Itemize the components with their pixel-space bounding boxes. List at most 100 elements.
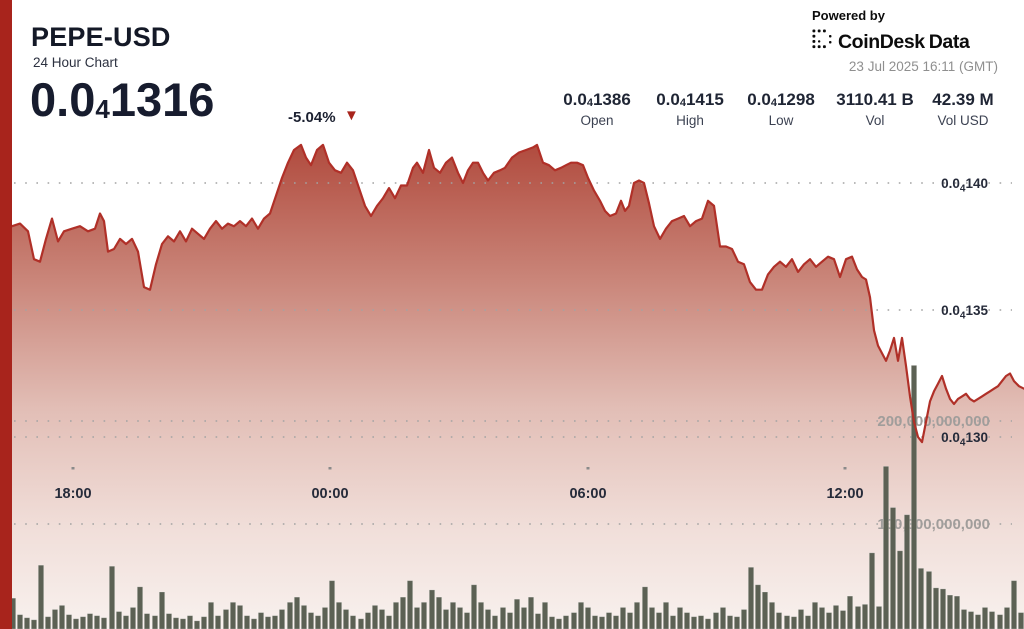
stat-high-label: High: [676, 113, 704, 128]
volume-bar: [818, 607, 826, 629]
price-axis-label: 0.04130: [941, 430, 988, 449]
volume-bar: [93, 615, 101, 629]
stat-volume-usd-label: Vol USD: [937, 113, 989, 128]
volume-bar: [875, 606, 883, 629]
volume-bar: [548, 616, 556, 629]
volume-bar: [967, 611, 975, 629]
volume-bar: [839, 610, 847, 629]
volume-bar: [100, 617, 108, 629]
volume-bar: [122, 615, 130, 629]
volume-bar: [953, 595, 961, 629]
volume-bar: [527, 596, 535, 629]
volume-bar: [889, 507, 897, 629]
stat-low: 0.041298 Low: [721, 90, 841, 128]
stat-open-value: 0.041386: [563, 90, 631, 109]
volume-bar: [79, 616, 87, 629]
price-zero-count-subscript: 4: [95, 94, 110, 124]
volume-bar: [683, 612, 691, 629]
time-axis-label: 06:00: [569, 486, 606, 502]
volume-bar: [236, 604, 244, 629]
volume-bar: [981, 607, 989, 629]
volume-bar: [555, 618, 563, 629]
brand-word-data: Data: [928, 30, 970, 53]
volume-bar: [449, 601, 457, 629]
chart-subtitle: 24 Hour Chart: [33, 55, 118, 70]
powered-by-brand[interactable]: CoinDesk Data: [812, 29, 998, 55]
volume-bar: [151, 615, 159, 629]
volume-bar: [1003, 607, 1011, 629]
volume-bar: [428, 589, 436, 629]
price-digits: 1316: [109, 73, 215, 126]
volume-bar: [172, 617, 180, 629]
volume-bar: [420, 601, 428, 629]
volume-bar: [754, 584, 762, 629]
volume-bar: [392, 601, 400, 629]
volume-bar: [65, 614, 73, 629]
volume-bar: [726, 615, 734, 629]
volume-bar: [307, 612, 315, 629]
volume-bar: [364, 612, 372, 629]
stat-open: 0.041386 Open: [537, 90, 657, 128]
volume-bar: [633, 601, 641, 629]
volume-bar: [825, 612, 833, 629]
volume-bar: [584, 607, 592, 629]
stat-low-label: Low: [768, 113, 794, 128]
volume-bar: [51, 609, 59, 629]
volume-bar: [996, 614, 1004, 629]
stat-high-value: 0.041415: [656, 90, 724, 109]
volume-bar: [832, 604, 840, 629]
stat-volume-value: 3110.41 B: [836, 90, 914, 109]
volume-bar: [385, 615, 393, 629]
volume-bar: [1017, 612, 1024, 629]
volume-bar: [286, 601, 294, 629]
volume-bar: [321, 607, 329, 629]
stat-low-value: 0.041298: [747, 90, 815, 109]
volume-bar: [598, 616, 606, 629]
volume-bar: [655, 612, 663, 629]
volume-bar: [129, 607, 137, 629]
stat-volume: 3110.41 B Vol: [815, 90, 935, 128]
volume-bar: [335, 601, 343, 629]
volume-bar: [768, 601, 776, 629]
volume-bar: [342, 609, 350, 629]
volume-bar: [413, 607, 421, 629]
volume-bar: [207, 601, 215, 629]
volume-bar: [506, 612, 514, 629]
volume-bar: [719, 607, 727, 629]
volume-bar: [797, 609, 805, 629]
volume-bar: [946, 594, 954, 629]
volume-bar: [293, 596, 301, 629]
volume-bar: [960, 609, 968, 629]
time-axis-label: 18:00: [54, 486, 91, 502]
volume-bar: [72, 618, 80, 629]
volume-bar: [314, 615, 322, 629]
stat-volume-usd-value: 42.39 M: [932, 90, 994, 109]
stat-open-label: Open: [580, 113, 614, 128]
volume-bar: [577, 601, 585, 629]
volume-bar: [648, 607, 656, 629]
volume-bar: [442, 609, 450, 629]
volume-bar: [222, 609, 230, 629]
volume-bar: [158, 591, 166, 629]
volume-bar: [761, 591, 769, 629]
volume-bar: [811, 601, 819, 629]
volume-bar: [399, 596, 407, 629]
volume-bar: [257, 612, 265, 629]
volume-bar: [790, 616, 798, 629]
volume-bar: [854, 606, 862, 629]
time-axis-label: 12:00: [826, 486, 863, 502]
volume-bar: [903, 514, 911, 629]
volume-bar: [562, 615, 570, 629]
volume-bar: [186, 615, 194, 629]
left-accent-bar: [0, 0, 12, 629]
stat-volume-usd: 42.39 M Vol USD: [903, 90, 1023, 128]
volume-bar: [214, 615, 222, 629]
price-change-percent: -5.04%: [288, 109, 336, 126]
price-area-fill: [12, 144, 1024, 629]
volume-bar: [861, 603, 869, 629]
volume-bar: [44, 616, 52, 629]
volume-bar: [783, 615, 791, 629]
volume-bar: [378, 609, 386, 629]
